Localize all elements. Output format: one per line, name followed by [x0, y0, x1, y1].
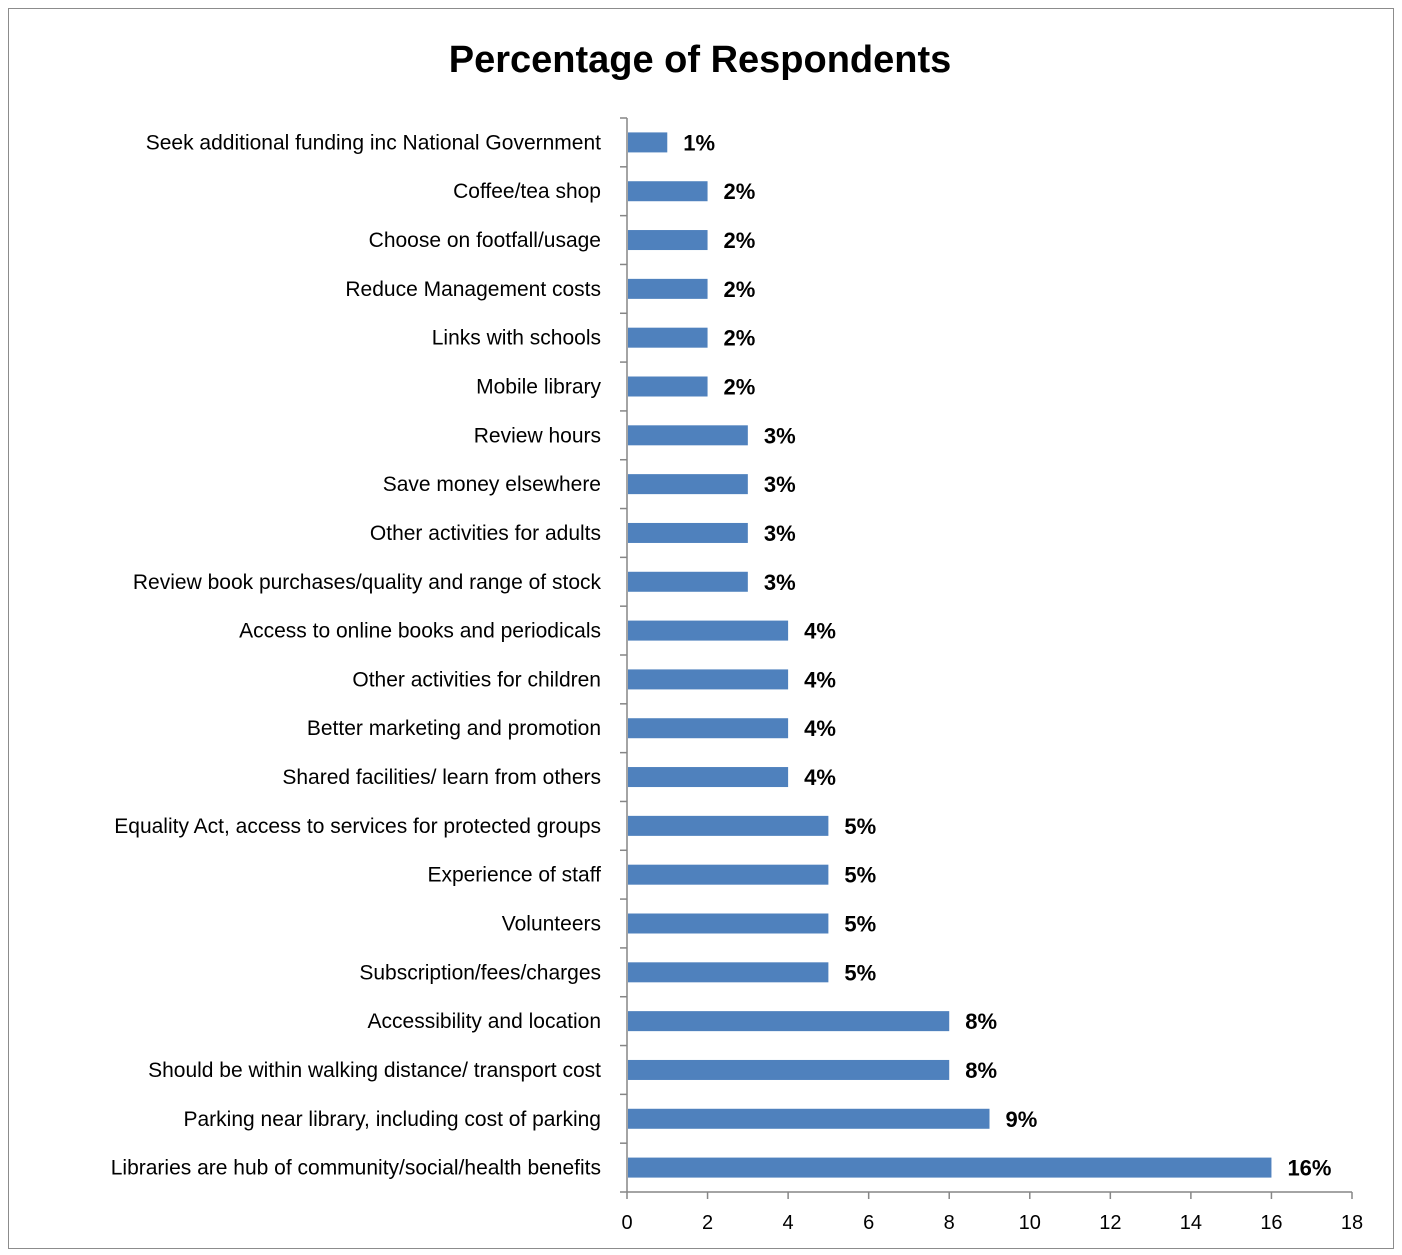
- data-label: 9%: [1006, 1107, 1038, 1132]
- x-tick-label: 0: [621, 1212, 632, 1234]
- bar: [628, 327, 708, 348]
- category-label: Save money elsewhere: [383, 473, 601, 496]
- bar: [628, 181, 708, 202]
- chart-title: Percentage of Respondents: [449, 39, 952, 81]
- data-label: 5%: [844, 814, 876, 839]
- bar: [628, 718, 789, 739]
- x-tick-label: 6: [863, 1212, 874, 1234]
- data-label: 5%: [844, 912, 876, 937]
- x-tick-label: 10: [1019, 1212, 1041, 1234]
- category-label: Review book purchases/quality and range …: [133, 571, 602, 594]
- bar: [628, 962, 829, 983]
- x-tick-label: 16: [1260, 1212, 1282, 1234]
- category-label: Access to online books and periodicals: [239, 620, 601, 643]
- bar: [628, 913, 829, 934]
- category-label: Equality Act, access to services for pro…: [114, 815, 601, 838]
- data-label: 4%: [804, 667, 836, 692]
- bar: [628, 474, 748, 495]
- category-label: Coffee/tea shop: [453, 180, 601, 203]
- category-label: Reduce Management costs: [345, 278, 601, 301]
- data-label: 2%: [724, 228, 756, 253]
- data-label: 1%: [683, 130, 715, 155]
- category-label: Seek additional funding inc National Gov…: [146, 131, 601, 154]
- data-label: 3%: [764, 472, 796, 497]
- data-label: 2%: [724, 277, 756, 302]
- bar: [628, 864, 829, 885]
- bar: [628, 1011, 950, 1032]
- category-label: Libraries are hub of community/social/he…: [111, 1157, 601, 1180]
- x-tick-label: 18: [1341, 1212, 1363, 1234]
- bar: [628, 278, 708, 299]
- bar: [628, 1108, 990, 1129]
- bar: [628, 132, 668, 153]
- category-label: Shared facilities/ learn from others: [282, 766, 601, 789]
- category-label: Mobile library: [476, 376, 601, 399]
- category-label: Better marketing and promotion: [307, 717, 601, 740]
- bar: [628, 376, 708, 397]
- data-label: 4%: [804, 765, 836, 790]
- x-tick-label: 8: [944, 1212, 955, 1234]
- category-label: Other activities for adults: [370, 522, 601, 545]
- category-label: Parking near library, including cost of …: [184, 1108, 602, 1131]
- bar: [628, 230, 708, 251]
- x-tick-label: 2: [702, 1212, 713, 1234]
- data-label: 2%: [724, 375, 756, 400]
- category-label: Experience of staff: [427, 864, 601, 887]
- data-label: 4%: [804, 619, 836, 644]
- x-tick-label: 12: [1099, 1212, 1121, 1234]
- category-label: Choose on footfall/usage: [369, 229, 601, 252]
- data-label: 5%: [844, 863, 876, 888]
- bar: [628, 620, 789, 641]
- data-label: 2%: [724, 179, 756, 204]
- category-label: Links with schools: [432, 327, 601, 350]
- x-tick-label: 14: [1180, 1212, 1202, 1234]
- data-label: 3%: [764, 423, 796, 448]
- bar: [628, 669, 789, 690]
- data-label: 16%: [1287, 1156, 1331, 1181]
- category-label: Other activities for children: [352, 668, 601, 691]
- bar: [628, 571, 748, 592]
- data-label: 3%: [764, 570, 796, 595]
- category-label: Should be within walking distance/ trans…: [148, 1059, 601, 1082]
- bar: [628, 425, 748, 446]
- data-labels: 1% 2% 2% 2% 2% 2% 3% 3% 3% 3% 4% 4% 4% 4% 5% 5% 5% 5% 8% 8%…: [683, 130, 1331, 1180]
- category-label: Volunteers: [502, 913, 601, 936]
- data-label: 8%: [965, 1009, 997, 1034]
- data-label: 3%: [764, 521, 796, 546]
- axes: 0 2 4 6 8 10 12 14 16 18: [620, 117, 1363, 1234]
- category-label: Subscription/fees/charges: [359, 961, 601, 984]
- data-label: 4%: [804, 716, 836, 741]
- data-label: 2%: [724, 326, 756, 351]
- category-label: Accessibility and location: [368, 1010, 601, 1033]
- bar: [628, 1059, 950, 1080]
- data-label: 5%: [844, 960, 876, 985]
- x-tick-label: 4: [783, 1212, 794, 1234]
- bar: [628, 767, 789, 788]
- category-label: Review hours: [474, 424, 601, 447]
- category-labels: Seek additional funding inc National Gov…: [111, 131, 602, 1179]
- bar: [628, 1157, 1272, 1178]
- data-label: 8%: [965, 1058, 997, 1083]
- bar: [628, 815, 829, 836]
- bar: [628, 522, 748, 543]
- bars-layer: [628, 132, 1272, 1178]
